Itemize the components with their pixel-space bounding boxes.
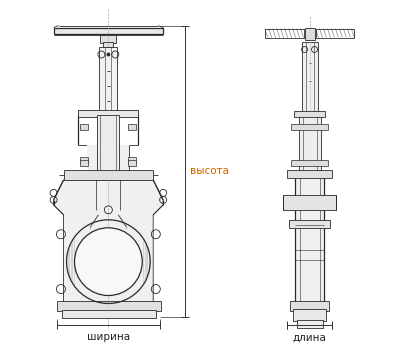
Bar — [295, 175, 324, 309]
Bar — [289, 220, 330, 228]
Bar — [100, 35, 116, 43]
Bar — [287, 170, 332, 178]
Bar — [297, 320, 322, 328]
Text: высота: высота — [190, 166, 229, 176]
Bar — [80, 157, 88, 163]
Bar — [283, 195, 336, 210]
Bar — [265, 29, 304, 38]
Circle shape — [74, 228, 142, 295]
Text: ширина: ширина — [87, 333, 130, 342]
Bar — [64, 170, 153, 180]
Bar — [128, 157, 136, 163]
Bar — [98, 115, 119, 175]
Bar — [290, 301, 330, 311]
Bar — [56, 301, 161, 311]
Bar — [80, 124, 88, 130]
Bar — [128, 124, 136, 130]
Bar — [316, 29, 354, 38]
Text: длина: длина — [293, 333, 326, 342]
Bar — [78, 110, 138, 117]
Bar — [291, 124, 328, 130]
Bar — [302, 42, 318, 115]
Bar — [103, 42, 113, 46]
Bar — [293, 309, 326, 321]
Bar — [304, 28, 314, 39]
Circle shape — [107, 53, 110, 56]
Bar — [294, 111, 326, 117]
Bar — [62, 310, 156, 318]
Bar — [100, 46, 117, 115]
Bar — [88, 145, 129, 175]
Bar — [299, 115, 320, 175]
Polygon shape — [54, 180, 163, 309]
Bar — [80, 160, 88, 166]
Bar — [291, 160, 328, 166]
Bar — [128, 160, 136, 166]
Bar — [54, 28, 163, 34]
